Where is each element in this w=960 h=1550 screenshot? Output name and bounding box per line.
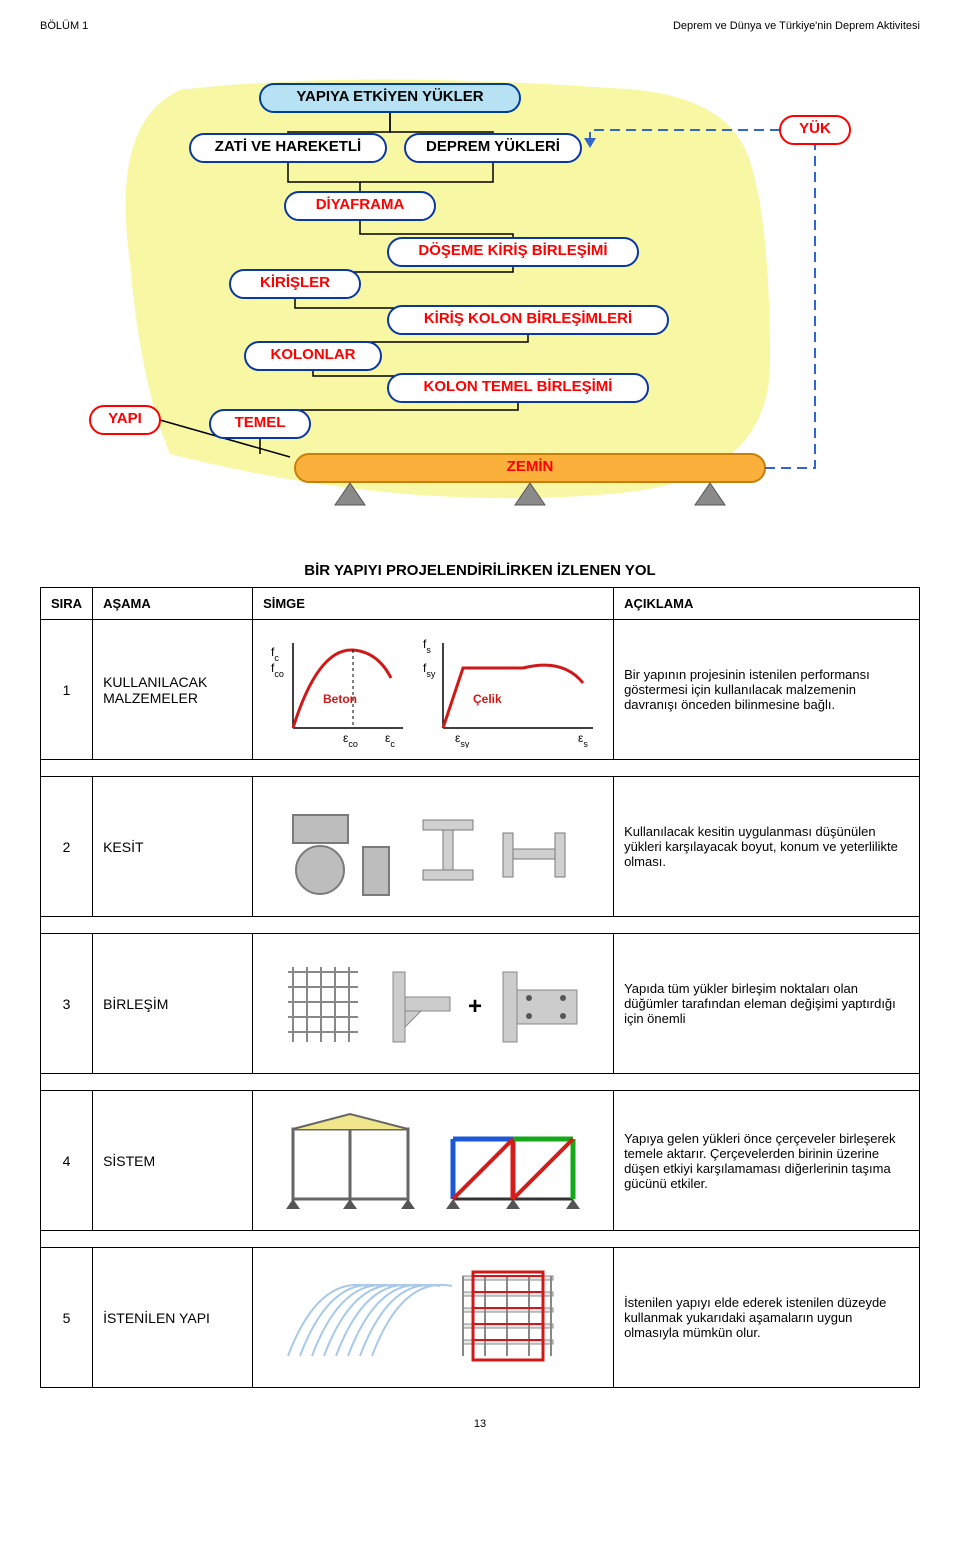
svg-text:εsy: εsy: [455, 731, 470, 748]
cell-aciklama: İstenilen yapıyı elde ederek istenilen d…: [614, 1248, 920, 1388]
cell-asama: SİSTEM: [93, 1091, 253, 1231]
simge-svg: [263, 1256, 603, 1376]
table-row: 2KESİT Kullanılacak kesitin uygulanması d…: [41, 777, 920, 917]
cell-simge: [253, 1248, 614, 1388]
cell-sira: 4: [41, 1091, 93, 1231]
flowchart: YAPIYÜKYAPIYA ETKİYEN YÜKLERZATİ VE HARE…: [50, 62, 910, 532]
table-row: 4SİSTEM Yapıya gelen yükleri önce çerçeve…: [41, 1091, 920, 1231]
cell-simge: fcfcoBetonεcoεcfsfsyÇelikεsyεs: [253, 620, 614, 760]
table-row: 3BİRLEŞİM + Yapıda tüm yükler birleşim nok…: [41, 934, 920, 1074]
row-gap: [41, 1074, 920, 1091]
header-right: Deprem ve Dünya ve Türkiye'nin Deprem Ak…: [673, 20, 920, 32]
page-header: BÖLÜM 1 Deprem ve Dünya ve Türkiye'nin D…: [40, 20, 920, 32]
flowchart-svg: [50, 62, 910, 532]
table-row: 5İSTENİLEN YAPI İstenilen yapıyı elde ede…: [41, 1248, 920, 1388]
page: BÖLÜM 1 Deprem ve Dünya ve Türkiye'nin D…: [0, 0, 960, 1470]
cell-aciklama: Yapıda tüm yükler birleşim noktaları ola…: [614, 934, 920, 1074]
svg-text:fs: fs: [423, 637, 431, 655]
svg-text:fsy: fsy: [423, 661, 436, 679]
cell-simge: +: [253, 934, 614, 1074]
row-gap: [41, 917, 920, 934]
cell-aciklama: Bir yapının projesinin istenilen perform…: [614, 620, 920, 760]
cell-sira: 2: [41, 777, 93, 917]
svg-text:εs: εs: [578, 731, 588, 748]
svg-text:fco: fco: [271, 661, 284, 679]
th-sira: SIRA: [41, 588, 93, 620]
cell-asama: İSTENİLEN YAPI: [93, 1248, 253, 1388]
cell-sira: 1: [41, 620, 93, 760]
cell-asama: KULLANILACAK MALZEMELER: [93, 620, 253, 760]
row-gap: [41, 760, 920, 777]
svg-text:+: +: [468, 993, 482, 1020]
svg-text:εco: εco: [343, 731, 358, 748]
cell-sira: 3: [41, 934, 93, 1074]
row-gap: [41, 1231, 920, 1248]
svg-text:Çelik: Çelik: [473, 692, 502, 706]
th-asama: AŞAMA: [93, 588, 253, 620]
svg-text:Beton: Beton: [323, 692, 357, 706]
steps-table: SIRA AŞAMA SİMGE AÇIKLAMA 1KULLANILACAK …: [40, 587, 920, 1388]
cell-asama: KESİT: [93, 777, 253, 917]
cell-simge: [253, 1091, 614, 1231]
simge-svg: [263, 785, 603, 905]
th-acikl: AÇIKLAMA: [614, 588, 920, 620]
table-title: BİR YAPIYI PROJELENDİRİLİRKEN İZLENEN YO…: [40, 562, 920, 579]
cell-simge: [253, 777, 614, 917]
header-left: BÖLÜM 1: [40, 20, 88, 32]
simge-svg: +: [263, 942, 603, 1062]
th-simge: SİMGE: [253, 588, 614, 620]
cell-sira: 5: [41, 1248, 93, 1388]
cell-asama: BİRLEŞİM: [93, 934, 253, 1074]
table-row: 1KULLANILACAK MALZEMELERfcfcoBetonεcoεcf…: [41, 620, 920, 760]
cell-aciklama: Yapıya gelen yükleri önce çerçeveler bir…: [614, 1091, 920, 1231]
cell-aciklama: Kullanılacak kesitin uygulanması düşünül…: [614, 777, 920, 917]
simge-svg: [263, 1099, 603, 1219]
svg-text:εc: εc: [385, 731, 395, 748]
simge-svg: fcfcoBetonεcoεcfsfsyÇelikεsyεs: [263, 628, 603, 748]
table-header-row: SIRA AŞAMA SİMGE AÇIKLAMA: [41, 588, 920, 620]
page-footer: 13: [40, 1418, 920, 1430]
